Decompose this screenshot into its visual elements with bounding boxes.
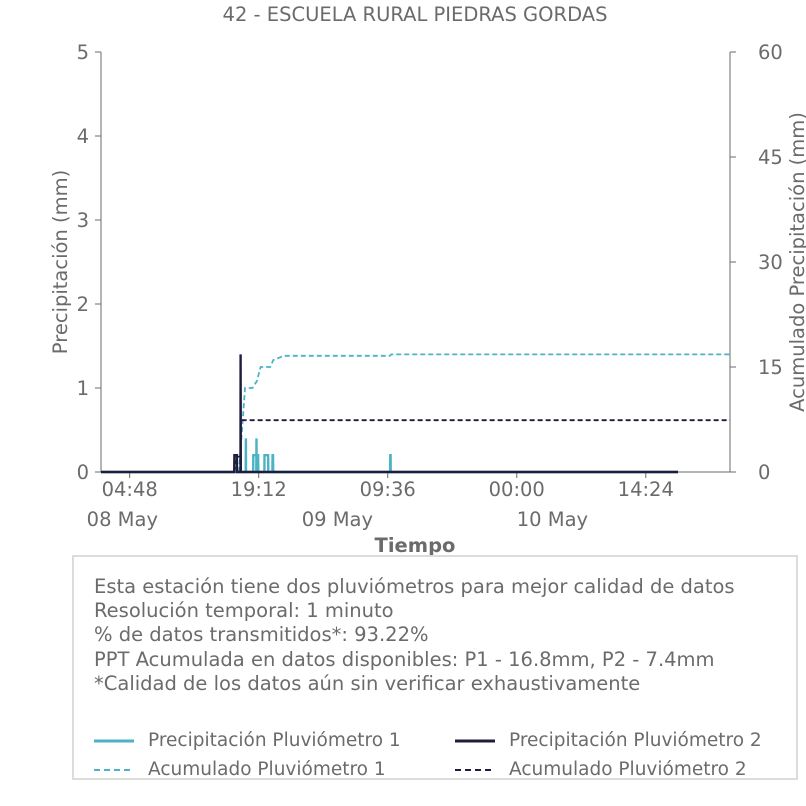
x-date-label: 09 May — [302, 508, 373, 531]
y-axis-label-right: Acumulado Precipitación (mm) — [786, 112, 806, 412]
legend-item-precip-p2: Precipitación Pluviómetro 2 — [453, 729, 793, 753]
x-tick-label: 19:12 — [231, 478, 287, 501]
legend-swatch-acum-p1 — [94, 769, 134, 771]
series-acumulado-pluvi-metro-2 — [233, 419, 730, 473]
rainfall-chart: 42 - ESCUELA RURAL PIEDRAS GORDAS Precip… — [49, 3, 806, 557]
info-line-quality-note: *Calidad de los datos aún sin verificar … — [94, 671, 641, 695]
legend-label-precip-p1: Precipitación Pluviómetro 1 — [148, 730, 401, 751]
y-tick-label-left: 3 — [77, 209, 89, 232]
legend-label-acum-p1: Acumulado Pluviómetro 1 — [148, 759, 386, 780]
y-tick-label-right: 0 — [758, 461, 770, 484]
chart-title: 42 - ESCUELA RURAL PIEDRAS GORDAS — [223, 3, 608, 26]
legend-item-precip-p1: Precipitación Pluviómetro 1 — [92, 729, 432, 753]
y-tick-label-right: 60 — [758, 41, 783, 64]
info-line-stations: Esta estación tiene dos pluviómetros par… — [94, 575, 735, 598]
legend-label-acum-p2: Acumulado Pluviómetro 2 — [509, 759, 747, 780]
series-precipitaci-n-pluvi-metro-1 — [101, 438, 678, 474]
y-tick-label-left: 0 — [77, 461, 89, 484]
x-tick-label: 04:48 — [102, 478, 158, 501]
legend-label-precip-p2: Precipitación Pluviómetro 2 — [509, 730, 762, 751]
legend-swatch-precip-p2 — [455, 739, 495, 743]
legend-swatch-acum-p2 — [455, 769, 495, 771]
y-axis-label-left: Precipitación (mm) — [49, 170, 72, 354]
series-precipitaci-n-pluvi-metro-2 — [101, 354, 678, 474]
x-tick-label: 00:00 — [489, 478, 545, 501]
y-tick-label-right: 45 — [758, 146, 783, 169]
info-box: Esta estación tiene dos pluviómetros par… — [72, 555, 798, 780]
x-date-label: 10 May — [517, 508, 588, 531]
info-line-transmitted: % de datos transmitidos*: 93.22% — [94, 623, 429, 647]
legend-item-acum-p1: Acumulado Pluviómetro 1 — [92, 758, 432, 782]
y-tick-label-left: 1 — [77, 377, 89, 400]
series-acumulado-pluvi-metro-1 — [238, 353, 730, 473]
y-tick-label-left: 2 — [77, 293, 89, 316]
info-text: Esta estación tiene dos pluviómetros par… — [94, 575, 735, 696]
y-tick-label-right: 30 — [758, 251, 783, 274]
y-tick-label-left: 4 — [77, 125, 89, 148]
x-axis-label: Tiempo — [375, 534, 456, 557]
info-line-resolution: Resolución temporal: 1 minuto — [94, 599, 394, 623]
y-tick-label-right: 15 — [758, 356, 783, 379]
y-tick-label-left: 5 — [77, 41, 89, 64]
legend-item-acum-p2: Acumulado Pluviómetro 2 — [453, 758, 793, 782]
legend-swatch-precip-p1 — [94, 739, 134, 743]
info-line-accumulated: PPT Acumulada en datos disponibles: P1 -… — [94, 647, 715, 671]
x-tick-label: 14:24 — [618, 478, 674, 501]
x-tick-label: 09:36 — [360, 478, 416, 501]
x-date-label: 08 May — [87, 508, 158, 531]
